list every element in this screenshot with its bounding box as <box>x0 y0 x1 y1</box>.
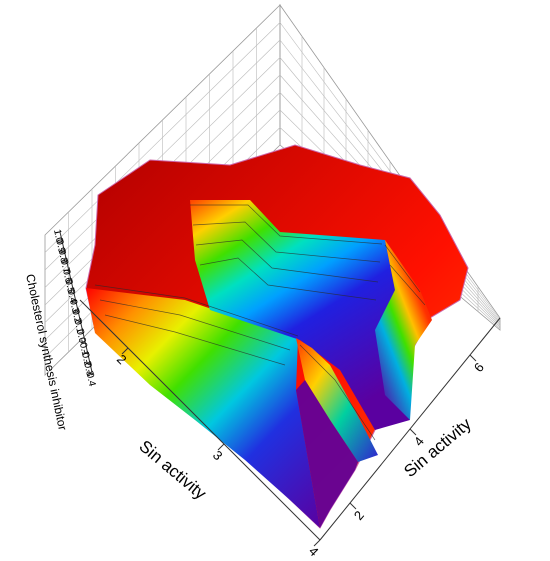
z-tick <box>76 321 81 324</box>
surface-front <box>296 380 358 528</box>
z-tick <box>85 361 90 364</box>
z-tick-label: -0.2 <box>78 348 92 368</box>
y-tick <box>409 428 417 436</box>
x-tick-label: 4 <box>306 544 322 556</box>
z-tick-label: 0.0 <box>74 328 88 344</box>
y-tick <box>469 354 477 362</box>
wall-gridline <box>44 39 281 271</box>
z-tick <box>67 281 72 284</box>
surface-center-basin <box>190 200 410 430</box>
z-tick <box>62 261 67 264</box>
z-tick <box>65 271 70 274</box>
x-tick <box>313 539 321 547</box>
z-tick-label: 0.2 <box>69 308 83 324</box>
z-tick-label: -0.1 <box>76 338 90 358</box>
z-tick-label: 1.0 <box>51 228 65 244</box>
y-tick-label: 2 <box>351 508 367 523</box>
z-tick <box>83 351 88 354</box>
y-tick <box>349 502 357 510</box>
surface-plot <box>85 144 469 529</box>
z-tick-label: 0.3 <box>67 298 81 314</box>
surface-left-slope <box>86 288 320 528</box>
z-tick-label: 0.7 <box>58 258 72 274</box>
z-tick-label: -0.3 <box>81 358 95 378</box>
z-axis-title: Cholesterol synthesis inhibitor <box>23 273 70 432</box>
z-tick <box>78 331 83 334</box>
z-tick <box>71 301 77 304</box>
z-tick <box>55 231 61 234</box>
z-tick <box>87 371 93 374</box>
z-tick-label: 0.8 <box>56 248 70 264</box>
z-tick-label: 0.4 <box>65 288 79 304</box>
y-tick-label: 6 <box>471 360 487 375</box>
z-tick-label: 0.6 <box>60 268 74 284</box>
x-tick <box>217 443 225 451</box>
z-tick <box>58 241 63 244</box>
z-tick <box>69 291 74 294</box>
x-axis-line <box>79 299 321 541</box>
z-tick <box>60 251 65 254</box>
wall-gridline <box>44 22 281 253</box>
z-tick-label: -0.4 <box>83 368 97 388</box>
z-tick-label: 0.5 <box>62 278 76 294</box>
contour-lines <box>94 204 426 441</box>
surface-ridge <box>296 338 378 462</box>
x-axis-title: Sin activity <box>135 437 210 504</box>
z-tick <box>74 311 79 314</box>
z-tick <box>81 341 86 344</box>
z-tick-label: 0.9 <box>53 238 67 254</box>
x-tick-label: 3 <box>210 448 226 464</box>
x-tick <box>121 347 129 355</box>
surface-right-slope <box>375 240 432 420</box>
z-tick-label: 0.1 <box>72 318 86 334</box>
y-axis-title: Sin activity <box>400 414 475 481</box>
